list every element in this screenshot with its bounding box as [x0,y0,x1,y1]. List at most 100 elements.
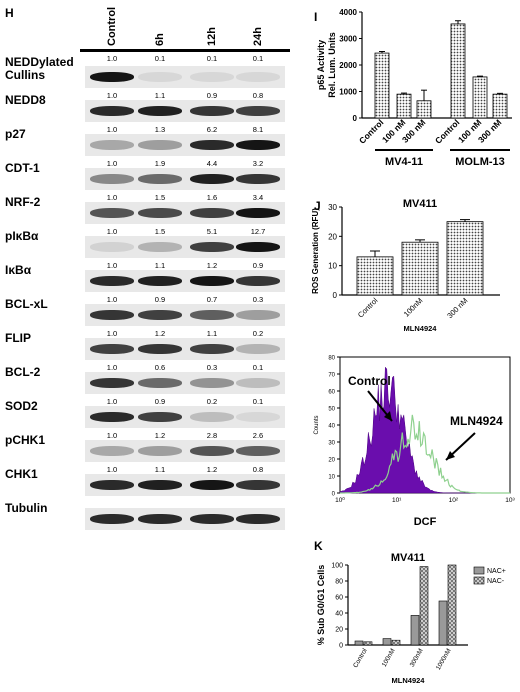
y-tick-label: 70 [328,373,335,379]
blot-value: 0.1 [206,54,218,63]
group-label: MV4-11 [385,156,423,168]
blot-row-label: SOD2 [5,399,38,413]
x-tick-label: 1000nM [435,648,453,672]
legend-label: NAC+ [487,568,506,575]
bar [416,100,432,119]
panel-h-letter: H [5,6,14,20]
blot-strip [85,508,285,530]
blot-strip [85,66,285,88]
blot-row-label: FLIP [5,331,31,345]
y-tick-label: 10 [328,475,335,481]
blot-band [236,480,280,490]
blot-value: 1.0 [106,261,118,270]
mln4924-arrowhead [446,451,455,460]
blot-value: 2.8 [206,431,218,440]
blot-band [138,276,182,286]
blot-strip [85,236,285,258]
blot-value: 0.3 [206,363,218,372]
panel-h: H Control 6h 12h 24h NEDDylated Cullins 1.0 0… [5,6,290,530]
blot-band [90,310,134,320]
blot-strip [85,372,285,394]
blot-band [90,208,134,218]
blot-strip [85,168,285,190]
blot-band [236,208,280,218]
blot-value: 0.7 [206,295,218,304]
blot-band [138,446,182,456]
x-tick-label: 300nM [409,648,425,669]
blot-band [236,242,280,252]
blot-band [138,174,182,184]
blot-value: 1.0 [106,125,118,134]
blot-band [90,378,134,388]
blot-band [90,72,134,82]
blot-row-label: CDT-1 [5,161,40,175]
blot-strip [85,338,285,360]
y-axis-label: ROS Generation (RFU) [311,208,320,294]
x-axis-label: DCF [414,516,437,528]
bar [401,241,439,296]
blot-band [90,480,134,490]
blot-band [236,378,280,388]
blot-band [236,310,280,320]
blot-value: 5.1 [206,227,218,236]
y-tick-label: 30 [328,441,335,447]
blot-row-label: NEDDylated Cullins [5,55,74,82]
blot-band [90,106,134,116]
p65-activity-chart: 0 1000 2000 3000 4000 p65 Activity Rel. Lum. U… [316,8,512,168]
blot-band [138,344,182,354]
blot-row-label: IκBα [5,263,32,277]
y-tick-label: 50 [328,407,335,413]
blot-value: 0.9 [154,295,166,304]
blot-row-label: BCL-xL [5,297,48,311]
y-tick-label: 40 [328,424,335,430]
blot-value: 0.3 [252,295,264,304]
blot-strip [85,270,285,292]
blot-value: 1.0 [106,295,118,304]
blot-row-label: Tubulin [5,501,48,515]
bar [382,638,392,646]
x-tick-label: 10⁰ [335,496,345,504]
bar [356,256,394,296]
blot-band [236,174,280,184]
blot-value: 1.0 [106,91,118,100]
blot-value: 1.0 [106,193,118,202]
legend-swatch [473,566,485,575]
top-rule [80,49,290,52]
column-label: Control [106,6,118,46]
x-tick-label: Control [433,117,461,145]
y-tick-label: 10 [328,262,337,271]
blot-band [236,106,280,116]
blot-band [190,480,234,490]
y-tick-label: 80 [335,579,343,586]
chart-title: MV411 [391,552,425,564]
blot-band [190,344,234,354]
blot-band [138,378,182,388]
y-tick-label: 20 [328,458,335,464]
blot-band [190,378,234,388]
blot-band [236,344,280,354]
blot-band [190,310,234,320]
legend-label: NAC- [487,578,505,585]
column-label: 6h [154,33,166,46]
y-tick-label: 100 [331,563,343,570]
y-tick-label: 3000 [339,35,357,44]
blot-row-label: BCL-2 [5,365,41,379]
control-arrowhead [384,411,392,421]
blot-value: 1.5 [154,227,166,236]
control-label: Control [348,374,391,388]
sub-g0g1-chart: MV411 0 20 40 60 80 100 % Sub G0/G1 Cells Contro… [316,552,506,685]
blot-value: 1.1 [206,329,218,338]
legend-swatch [473,576,485,585]
x-axis-label: MLN4924 [404,324,438,333]
x-tick-label: Control [356,296,380,320]
blot-band [190,446,234,456]
bar [374,52,390,119]
blot-value: 1.1 [154,91,166,100]
blot-value: 6.2 [206,125,218,134]
blot-value: 1.2 [154,329,166,338]
blot-band [236,412,280,422]
blot-value: 1.0 [106,54,118,63]
blot-row-label: pIκBα [5,229,39,243]
x-tick-label: 300 nM [445,296,469,320]
column-label: 12h [206,27,218,46]
